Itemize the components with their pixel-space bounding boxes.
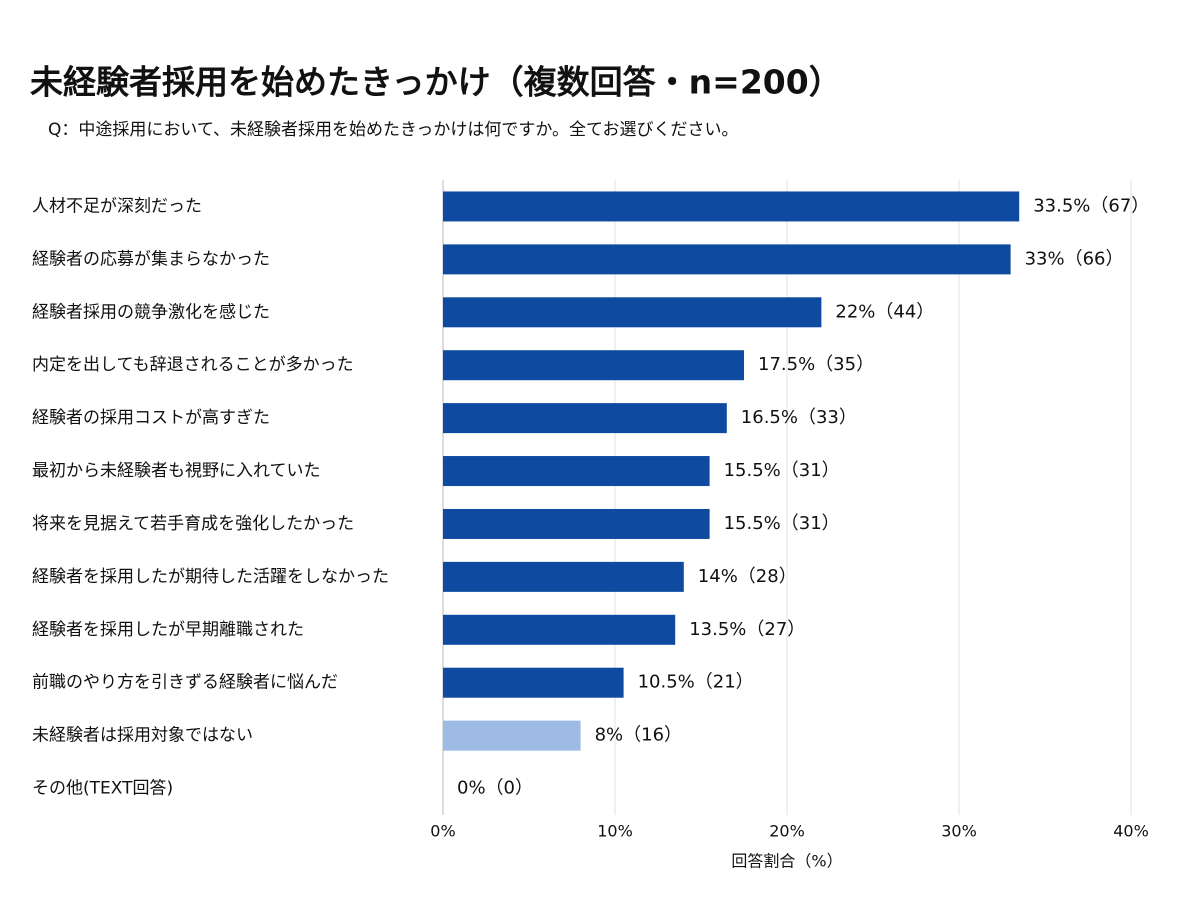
- x-tick-label: 0%: [430, 822, 455, 841]
- bar: [443, 508, 710, 539]
- bar: [443, 561, 684, 592]
- value-label: 13.5%（27）: [689, 619, 805, 640]
- value-label: 8%（16）: [595, 725, 682, 746]
- y-tick-label: 経験者を採用したが早期離職された: [32, 620, 304, 640]
- value-label: 17.5%（35）: [758, 354, 874, 375]
- y-tick-label: 経験者を採用したが期待した活躍をしなかった: [32, 567, 389, 587]
- bar: [443, 350, 744, 381]
- x-axis-label: 回答割合（%）: [731, 852, 842, 871]
- x-tick-label: 30%: [941, 822, 977, 841]
- bar: [443, 614, 676, 645]
- bar: [443, 403, 727, 434]
- value-label: 15.5%（31）: [724, 460, 840, 481]
- y-tick-label: 経験者の採用コストが高すぎた: [32, 408, 270, 428]
- value-label: 16.5%（33）: [741, 407, 857, 428]
- x-tick-label: 10%: [597, 822, 633, 841]
- value-label: 14%（28）: [698, 566, 797, 587]
- value-label: 15.5%（31）: [724, 513, 840, 534]
- bar: [443, 456, 710, 487]
- value-label: 33.5%（67）: [1033, 195, 1149, 216]
- y-tick-label: 人材不足が深刻だった: [32, 196, 202, 216]
- value-label: 0%（0）: [457, 778, 533, 799]
- bar: [443, 667, 624, 698]
- y-tick-label: 経験者採用の競争激化を感じた: [32, 302, 270, 322]
- bar: [443, 244, 1011, 275]
- bar: [443, 191, 1020, 222]
- y-tick-label: 前職のやり方を引きずる経験者に悩んだ: [32, 673, 338, 693]
- bar: [443, 720, 581, 751]
- bar: [443, 297, 822, 328]
- value-label: 33%（66）: [1025, 248, 1124, 269]
- x-tick-label: 40%: [1113, 822, 1149, 841]
- y-tick-label: 経験者の応募が集まらなかった: [32, 249, 270, 269]
- y-tick-label: 内定を出しても辞退されることが多かった: [32, 355, 354, 375]
- y-tick-label: 未経験者は採用対象ではない: [32, 726, 253, 746]
- y-tick-label: 将来を見据えて若手育成を強化したかった: [32, 514, 354, 534]
- y-tick-label: 最初から未経験者も視野に入れていた: [32, 461, 321, 481]
- chart-title: 未経験者採用を始めたきっかけ（複数回答・n=200）: [30, 63, 842, 102]
- value-label: 22%（44）: [835, 301, 934, 322]
- value-label: 10.5%（21）: [638, 672, 754, 693]
- chart-subtitle: Q：中途採用において、未経験者採用を始めたきっかけは何ですか。全てお選びください…: [48, 120, 739, 140]
- x-tick-label: 20%: [769, 822, 805, 841]
- y-tick-label: その他(TEXT回答): [32, 779, 173, 799]
